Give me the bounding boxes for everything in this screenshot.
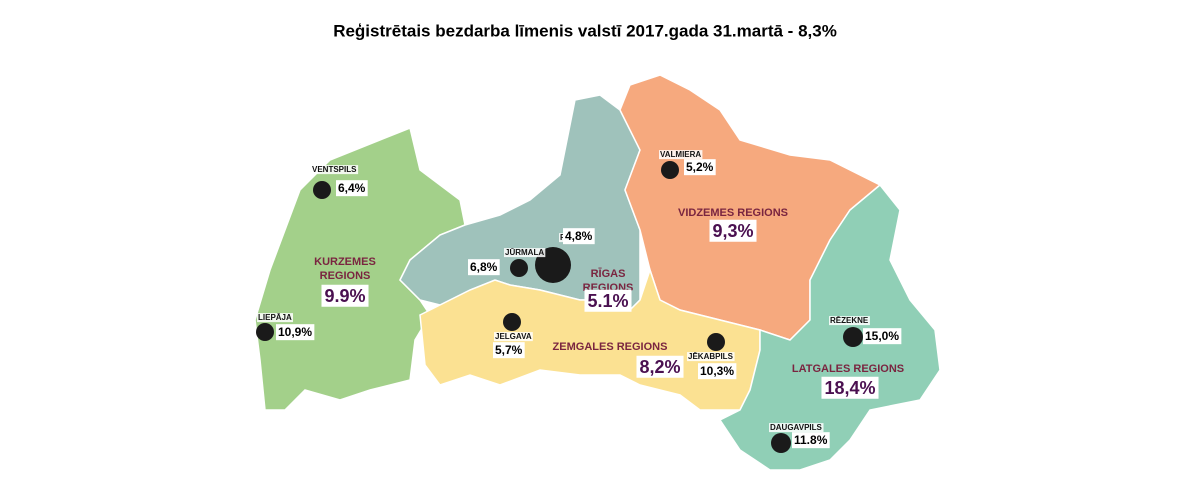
- city-value: 15,0%: [865, 329, 899, 343]
- city-marker: [256, 323, 274, 341]
- region-name: ZEMGALES REGIONS: [553, 341, 668, 353]
- region-value: 5.1%: [587, 291, 628, 311]
- region-value: 9,3%: [712, 221, 753, 241]
- city-value: 10,9%: [278, 325, 312, 339]
- city-name-box: [311, 165, 359, 175]
- city-value: 6,4%: [338, 181, 366, 195]
- city-marker: [510, 259, 528, 277]
- region-value-box: [821, 376, 879, 399]
- city-name: LIEPĀJA: [258, 313, 292, 322]
- city-value-box: [276, 324, 315, 341]
- city-name-box: [687, 352, 735, 362]
- city-name-box: [829, 316, 870, 326]
- city-value-box: [493, 342, 525, 359]
- city-value-box: [336, 180, 368, 197]
- region-value: 9.9%: [324, 286, 365, 306]
- city-name: DAUGAVPILS: [770, 423, 823, 432]
- city-value-box: [684, 159, 716, 176]
- city-name: RĒZEKNE: [830, 316, 869, 325]
- region-value: 18,4%: [824, 378, 875, 398]
- labels: KURZEMESREGIONS9.9%RĪGASREGIONS5.1%VIDZE…: [256, 150, 904, 453]
- region-value-box: [636, 355, 684, 378]
- city-value: 10,3%: [700, 364, 734, 378]
- region-area: [718, 183, 941, 471]
- region-name: KURZEMES: [314, 256, 376, 268]
- city-marker: [771, 433, 791, 453]
- region-name: VIDZEMES REGIONS: [678, 207, 788, 219]
- city-value: 11.8%: [794, 433, 828, 447]
- city-name: VENTSPILS: [312, 165, 357, 174]
- region-name: RĪGAS: [591, 268, 626, 280]
- region-value-box: [709, 219, 757, 242]
- city-marker: [661, 161, 679, 179]
- city-name-box: [494, 332, 533, 342]
- city-value-box: [792, 432, 830, 449]
- city-value-box: [863, 328, 902, 345]
- region-value-box: [321, 284, 369, 307]
- region-value-box: [584, 289, 632, 312]
- city-name-box: [504, 248, 546, 258]
- region-name: LATGALES REGIONS: [792, 363, 904, 375]
- city-value: 5,2%: [686, 160, 714, 174]
- region-value: 8,2%: [639, 357, 680, 377]
- map-title: Reģistrētais bezdarba līmenis valstī 201…: [333, 21, 837, 40]
- city-value: 5,7%: [495, 343, 523, 357]
- city-name-box: [769, 423, 824, 433]
- city-value: 6,8%: [470, 260, 498, 274]
- city-marker: [313, 181, 331, 199]
- city-name: JŪRMALA: [505, 248, 544, 257]
- city-name: JĒKABPILS: [688, 352, 734, 361]
- city-name: VALMIERA: [660, 150, 701, 159]
- city-value: 4,8%: [565, 229, 593, 243]
- region-name: REGIONS: [320, 270, 371, 282]
- city-marker: [843, 327, 863, 347]
- city-value-box: [563, 228, 595, 245]
- city-name-box: [659, 150, 703, 160]
- city-name: JELGAVA: [495, 332, 532, 341]
- city-marker: [503, 313, 521, 331]
- city-value-box: [698, 363, 737, 380]
- city-marker: [707, 333, 725, 351]
- city-value-box: [468, 259, 500, 276]
- city-name-box: [257, 313, 294, 323]
